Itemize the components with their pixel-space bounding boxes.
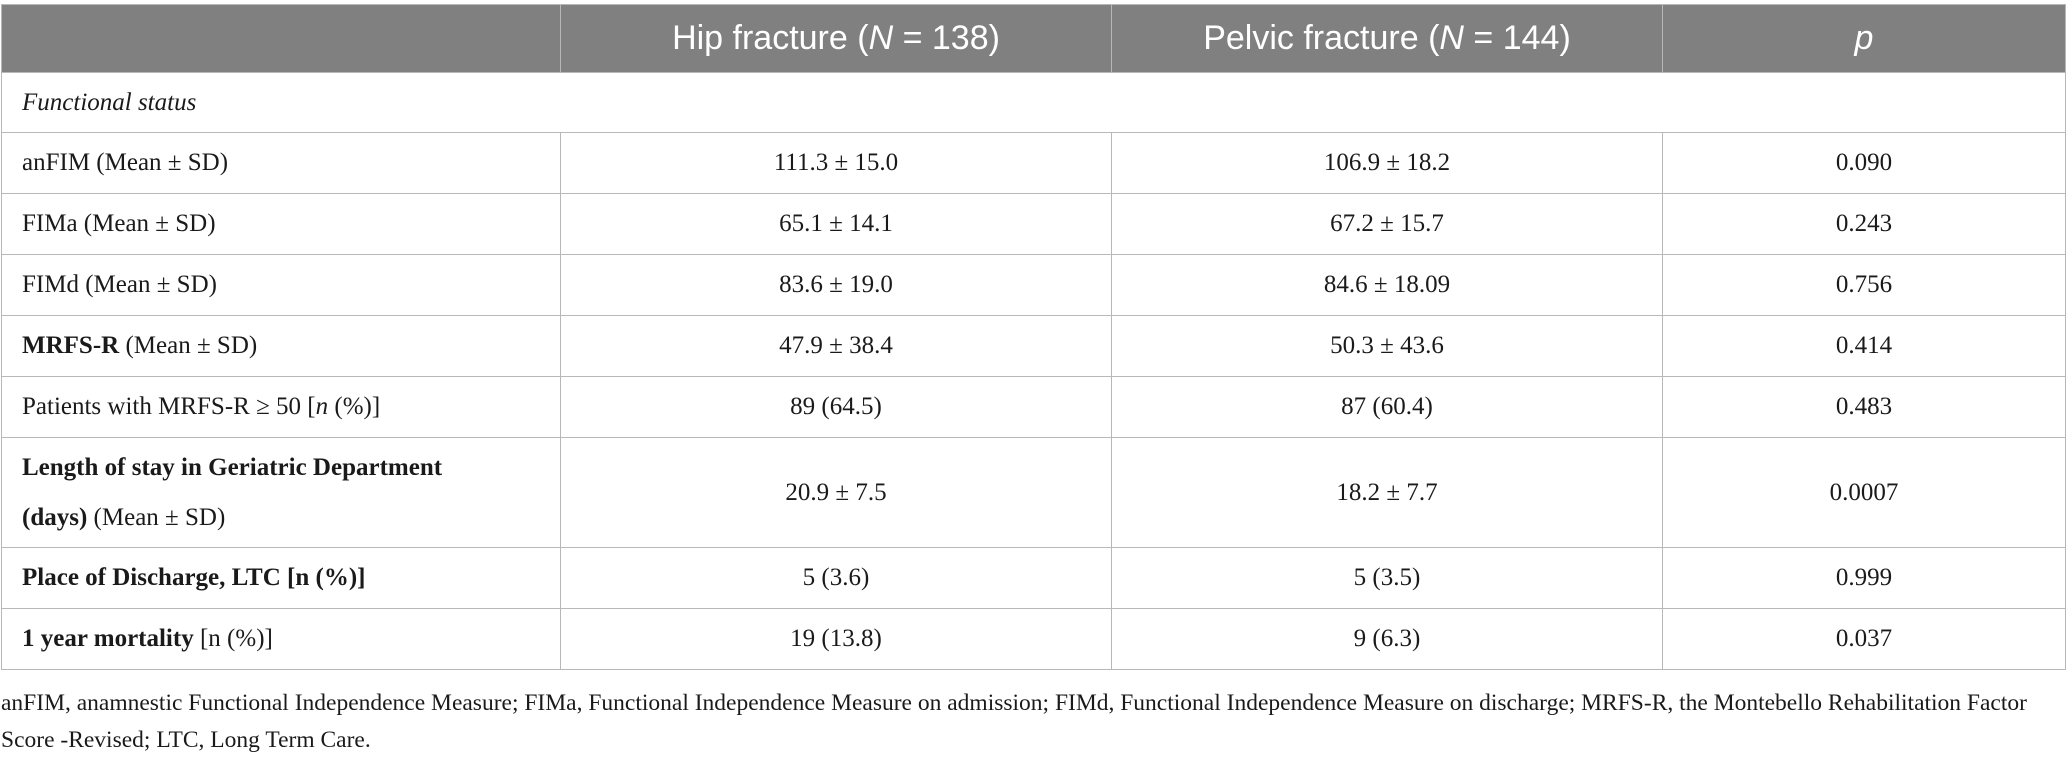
table-row: MRFS-R (Mean ± SD) 47.9 ± 38.4 50.3 ± 43… [1,315,2066,377]
header-row: Hip fracture (N = 138) Pelvic fracture (… [1,4,2066,73]
table-row: 1 year mortality [n (%)] 19 (13.8) 9 (6.… [1,608,2066,670]
hip-value: 19 (13.8) [560,608,1112,670]
pelvic-value: 50.3 ± 43.6 [1111,315,1663,377]
table-row: Place of Discharge, LTC [n (%)] 5 (3.6) … [1,547,2066,609]
row-label-mrfs-r-50: Patients with MRFS-R ≥ 50 [n (%)] [1,376,561,438]
header-empty-cell [1,4,561,73]
row-label-fimd: FIMd (Mean ± SD) [1,254,561,316]
p-value: 0.756 [1662,254,2066,316]
p-value: 0.037 [1662,608,2066,670]
table-row: Length of stay in Geriatric Department (d… [1,437,2066,548]
p-value: 0.243 [1662,193,2066,255]
header-p-value: p [1662,4,2066,73]
table-row: Patients with MRFS-R ≥ 50 [n (%)] 89 (64… [1,376,2066,438]
section-functional-status: Functional status [1,72,2066,133]
row-label-anfim: anFIM (Mean ± SD) [1,132,561,194]
row-label-fima: FIMa (Mean ± SD) [1,193,561,255]
hip-value: 65.1 ± 14.1 [560,193,1112,255]
hip-value: 89 (64.5) [560,376,1112,438]
row-label-mortality: 1 year mortality [n (%)] [1,608,561,670]
row-label-length-of-stay: Length of stay in Geriatric Department (d… [1,437,561,548]
results-table: Hip fracture (N = 138) Pelvic fracture (… [1,4,2066,670]
p-value: 0.999 [1662,547,2066,609]
header-pelvic-fracture: Pelvic fracture (N = 144) [1111,4,1663,73]
hip-value: 20.9 ± 7.5 [560,437,1112,548]
pelvic-value: 87 (60.4) [1111,376,1663,438]
p-value: 0.090 [1662,132,2066,194]
table-row: FIMd (Mean ± SD) 83.6 ± 19.0 84.6 ± 18.0… [1,254,2066,316]
p-value: 0.483 [1662,376,2066,438]
pelvic-value: 9 (6.3) [1111,608,1663,670]
header-hip-fracture: Hip fracture (N = 138) [560,4,1112,73]
pelvic-value: 18.2 ± 7.7 [1111,437,1663,548]
hip-value: 83.6 ± 19.0 [560,254,1112,316]
table-footnote: anFIM, anamnestic Functional Independenc… [1,690,2027,753]
hip-value: 47.9 ± 38.4 [560,315,1112,377]
pelvic-value: 5 (3.5) [1111,547,1663,609]
row-label-place-of-discharge: Place of Discharge, LTC [n (%)] [1,547,561,609]
section-row: Functional status [1,72,2066,133]
p-value: 0.0007 [1662,437,2066,548]
row-label-mrfs-r: MRFS-R (Mean ± SD) [1,315,561,377]
table-row: FIMa (Mean ± SD) 65.1 ± 14.1 67.2 ± 15.7… [1,193,2066,255]
hip-value: 5 (3.6) [560,547,1112,609]
p-value: 0.414 [1662,315,2066,377]
pelvic-value: 106.9 ± 18.2 [1111,132,1663,194]
pelvic-value: 67.2 ± 15.7 [1111,193,1663,255]
table-row: anFIM (Mean ± SD) 111.3 ± 15.0 106.9 ± 1… [1,132,2066,194]
hip-value: 111.3 ± 15.0 [560,132,1112,194]
pelvic-value: 84.6 ± 18.09 [1111,254,1663,316]
